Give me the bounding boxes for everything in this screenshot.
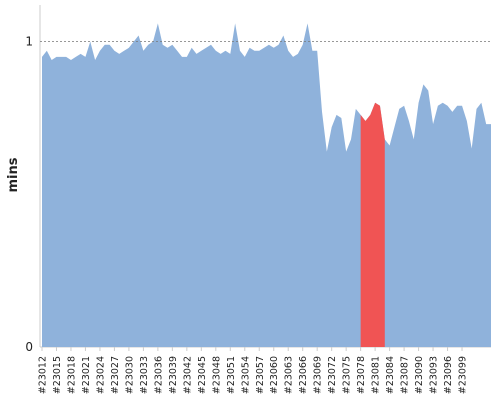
x-tick-label: #23072 xyxy=(327,356,338,394)
x-tick-label: #23033 xyxy=(139,356,150,394)
x-tick-label: #23069 xyxy=(313,356,324,394)
x-tick-label: #23087 xyxy=(400,356,411,394)
x-tick-label: #23027 xyxy=(110,356,121,394)
x-tick-label: #23057 xyxy=(255,356,266,394)
x-tick-label: #23099 xyxy=(458,356,469,394)
y-tick-label: 0 xyxy=(25,340,33,354)
x-tick-label: #23090 xyxy=(414,356,425,394)
x-tick-label: #23084 xyxy=(385,356,396,394)
highlighted-area-segment xyxy=(360,102,385,348)
x-tick-label: #23015 xyxy=(52,356,63,394)
x-tick-label: #23048 xyxy=(211,356,222,394)
x-tick-label: #23081 xyxy=(371,356,382,394)
x-tick-label: #23054 xyxy=(240,356,251,394)
highlight-layer xyxy=(360,102,385,348)
x-tick-label: #23075 xyxy=(342,356,353,394)
y-tick-label: 1 xyxy=(25,35,33,49)
x-tick-label: #23060 xyxy=(269,356,280,394)
y-axis-title: mins xyxy=(6,157,21,192)
x-tick-label: #23063 xyxy=(284,356,295,394)
x-tick-label: #23051 xyxy=(226,356,237,394)
x-tick-label: #23066 xyxy=(298,356,309,394)
y-axis-ticks: 01 xyxy=(25,35,33,354)
x-tick-label: #23024 xyxy=(95,356,106,394)
x-tick-label: #23012 xyxy=(38,356,49,394)
x-axis-ticks: #23012 #23015 #23018 #23021 #23024 #23027 #230… xyxy=(38,347,469,394)
x-tick-label: #23093 xyxy=(429,356,440,394)
x-tick-label: #23078 xyxy=(356,356,367,394)
x-tick-label: #23018 xyxy=(67,356,78,394)
x-tick-label: #23039 xyxy=(168,356,179,394)
series-area xyxy=(42,23,491,347)
area-series-layer xyxy=(42,23,491,347)
x-tick-label: #23045 xyxy=(197,356,208,394)
x-tick-label: #23096 xyxy=(443,356,454,394)
x-tick-label: #23042 xyxy=(182,356,193,394)
x-tick-label: #23021 xyxy=(81,356,92,394)
x-tick-label: #23036 xyxy=(153,356,164,394)
x-tick-label: #23030 xyxy=(124,356,135,394)
